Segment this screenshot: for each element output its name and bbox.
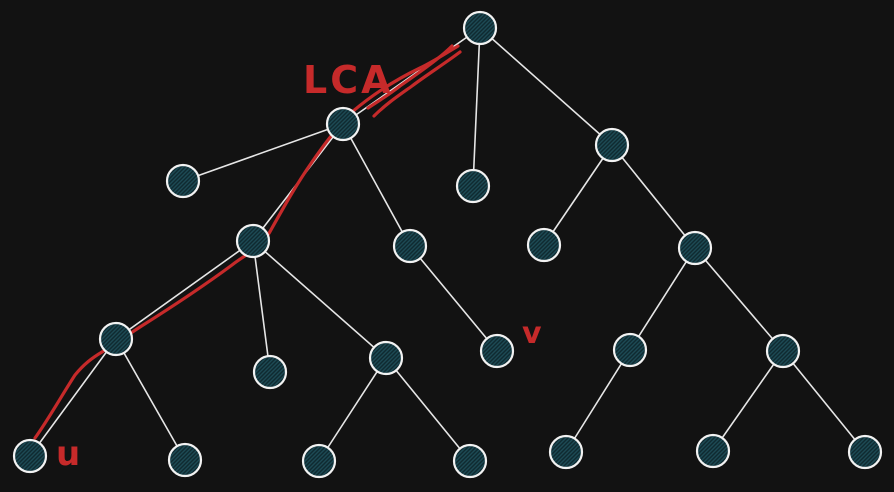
node-u-label: u — [56, 434, 80, 474]
edge — [252, 240, 271, 373]
node-v-label: v — [522, 316, 542, 351]
tree-edges — [29, 27, 866, 462]
tree-node — [325, 106, 361, 142]
edge — [543, 144, 613, 246]
edge — [472, 27, 481, 187]
edge — [479, 27, 613, 146]
tree-node — [392, 228, 428, 264]
edge — [629, 247, 696, 351]
edge — [611, 144, 696, 249]
path-to-lca — [33, 44, 460, 440]
tree-node — [368, 340, 404, 376]
tree-node — [847, 434, 883, 470]
edge — [115, 338, 186, 461]
path-to-lca-overlap — [372, 50, 462, 118]
tree-node — [612, 332, 648, 368]
tree-nodes — [12, 10, 883, 479]
edge — [342, 123, 411, 247]
edge — [782, 350, 866, 453]
edge — [565, 349, 631, 453]
lca-label: LCA — [303, 58, 394, 102]
edge — [115, 240, 254, 340]
edge — [318, 357, 387, 462]
tree-node — [462, 10, 498, 46]
tree-node — [765, 333, 801, 369]
path-to-lca-scribble — [366, 44, 454, 110]
tree-node — [455, 168, 491, 204]
tree-node — [12, 438, 48, 474]
edge — [29, 338, 117, 457]
tree-node — [165, 163, 201, 199]
tree-node — [98, 321, 134, 357]
tree-node — [526, 227, 562, 263]
tree-node — [452, 443, 488, 479]
tree-node — [167, 442, 203, 478]
tree-node — [548, 434, 584, 470]
edge — [694, 247, 784, 352]
edge — [712, 350, 784, 452]
tree-node — [301, 443, 337, 479]
edge — [252, 240, 387, 359]
edge — [182, 123, 344, 182]
tree-node — [695, 433, 731, 469]
tree-node — [677, 230, 713, 266]
tree-node — [594, 127, 630, 163]
u-to-lca-path — [33, 44, 462, 440]
edge — [385, 357, 471, 462]
tree-node — [479, 333, 515, 369]
edge — [409, 245, 498, 352]
tree-node — [252, 354, 288, 390]
tree-node — [235, 223, 271, 259]
